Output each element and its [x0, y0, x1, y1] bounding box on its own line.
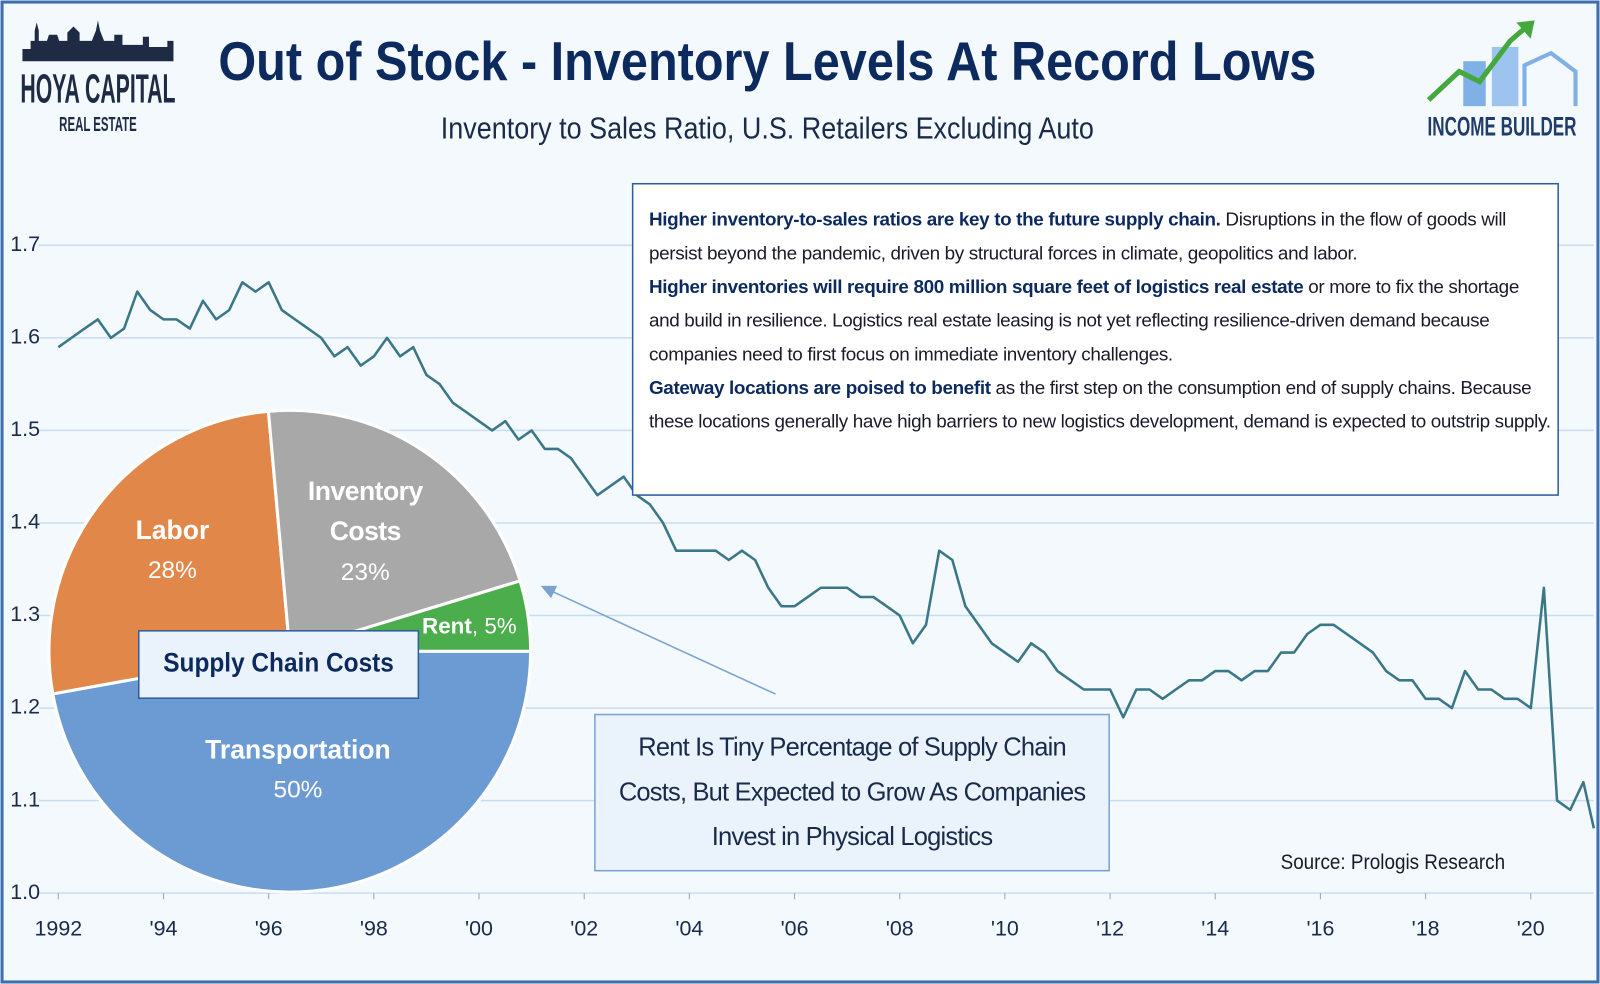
- y-tick-label: 1.0: [10, 880, 40, 904]
- note-bold: Gateway locations are poised to benefit: [648, 376, 991, 399]
- y-tick-label: 1.6: [10, 325, 40, 349]
- y-tick-label: 1.2: [10, 695, 40, 719]
- x-tick-label: '10: [991, 917, 1019, 941]
- slice-name: Labor: [136, 515, 210, 545]
- slice-value: 50%: [273, 777, 322, 804]
- slice-value: 23%: [341, 559, 390, 586]
- source: Source: Prologis Research: [1281, 850, 1505, 874]
- pie-slice: [50, 649, 533, 894]
- note-span: as the first step on the consumption end…: [648, 376, 1551, 432]
- x-tick-label: '94: [150, 917, 178, 941]
- slice-name: Transportation: [205, 734, 391, 764]
- slice-label-box: Inventory Costs: [307, 475, 423, 547]
- pie-title: Supply Chain Costs: [163, 648, 394, 678]
- pie-slice: [266, 408, 523, 654]
- x-tick-label: '16: [1306, 917, 1334, 941]
- slice-name: Rent: [422, 614, 472, 639]
- note-box: [631, 182, 1559, 496]
- x-tick-label: '20: [1517, 917, 1545, 941]
- x-tick-label: '06: [781, 917, 809, 941]
- callout-arrow: [548, 589, 776, 695]
- x-tick-label: '08: [886, 917, 914, 941]
- slice-value: , 5%: [472, 614, 517, 639]
- y-tick-label: 1.4: [10, 510, 40, 534]
- logo-arrow: [1426, 26, 1527, 102]
- note-paragraph: Higher inventory-to-sales ratios are key…: [649, 202, 1551, 269]
- skyline: [22, 20, 174, 62]
- callout-arrowhead: [540, 585, 558, 599]
- x-tick-label: '02: [570, 917, 598, 941]
- y-tick-label: 1.5: [10, 417, 40, 441]
- logo-subtext: REAL ESTATE: [59, 114, 137, 136]
- x-tick-label: '12: [1096, 917, 1124, 941]
- series-line: [57, 281, 1596, 829]
- slice-value: 28%: [148, 557, 197, 584]
- callout-container: Rent Is Tiny Percentage of Supply Chain …: [618, 732, 1086, 852]
- note-paragraph: Higher inventories will require 800 mill…: [649, 269, 1551, 370]
- note-bold: Higher inventory-to-sales ratios are key…: [648, 208, 1221, 230]
- subtitle: Inventory to Sales Ratio, U.S. Retailers…: [441, 112, 1094, 146]
- logo-house: [1522, 50, 1578, 107]
- note-bold: Higher inventories will require 800 mill…: [648, 275, 1304, 298]
- x-tick-label: '98: [360, 917, 388, 941]
- callout-box: [594, 713, 1110, 872]
- x-tick-label: '04: [675, 917, 703, 941]
- logo-bar: [1463, 61, 1486, 107]
- pie-title-box: [138, 630, 420, 699]
- note-text: Higher inventory-to-sales ratios are key…: [649, 202, 1551, 438]
- line-layer: [57, 281, 1596, 829]
- y-tick-label: 1.3: [10, 602, 40, 626]
- callout-text: Rent Is Tiny Percentage of Supply Chain …: [618, 732, 1086, 852]
- x-tick-label: 1992: [34, 917, 82, 941]
- x-tick-label: '18: [1412, 917, 1440, 941]
- y-tick-label: 1.7: [10, 232, 40, 256]
- logo-text: HOYA CAPITAL: [20, 66, 175, 112]
- note-container: Higher inventory-to-sales ratios are key…: [649, 202, 1551, 438]
- x-tick-label: '14: [1201, 917, 1229, 941]
- title: Out of Stock - Inventory Levels At Recor…: [218, 30, 1316, 92]
- note-span: or more to fix the shortage and build in…: [648, 275, 1519, 365]
- slice-label: Rent, 5%: [422, 614, 517, 639]
- pie-slice: [47, 409, 292, 696]
- slice-name: Inventory Costs: [307, 475, 423, 547]
- pie-layer: Transportation 50% Labor 28% Inventory Costs…: [47, 408, 533, 894]
- x-tick-label: '96: [255, 917, 283, 941]
- y-tick-label: 1.1: [10, 787, 40, 811]
- logo-left: HOYA CAPITAL REAL ESTATE: [20, 20, 176, 136]
- note-span: Disruptions in the flow of goods will pe…: [648, 208, 1507, 264]
- logo-text: INCOME BUILDER: [1428, 112, 1577, 142]
- logo-arrowhead: [1516, 20, 1535, 39]
- logo-right: INCOME BUILDER: [1426, 20, 1578, 142]
- note-paragraph: Gateway locations are poised to benefit …: [649, 371, 1551, 438]
- x-tick-label: '00: [465, 917, 493, 941]
